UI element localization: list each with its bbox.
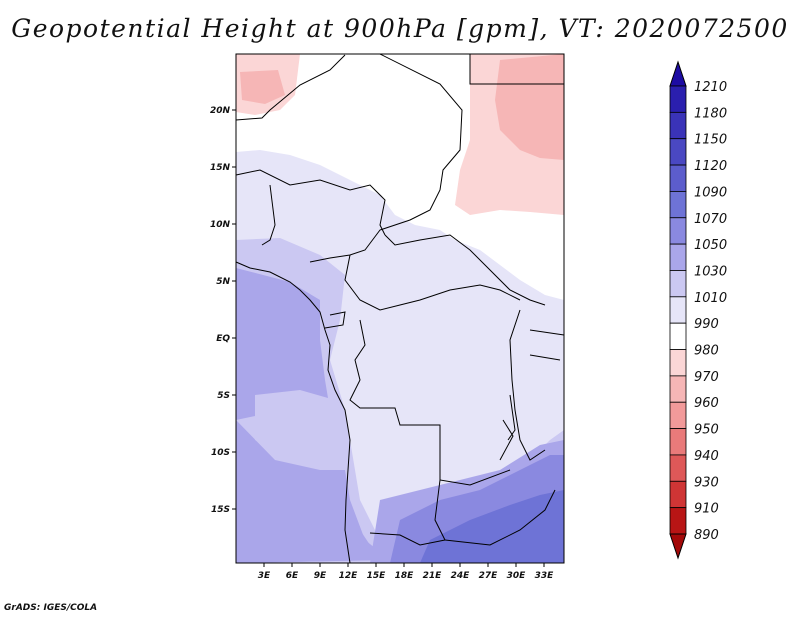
- lat-ticks: [232, 109, 236, 510]
- colorbar-label: 980: [694, 344, 719, 359]
- lon-label: 15E: [367, 571, 387, 581]
- lon-label: 21E: [423, 571, 443, 581]
- lat-label: 5N: [216, 277, 230, 287]
- lat-label: 10N: [210, 220, 231, 230]
- colorbar-label: 960: [694, 396, 719, 411]
- colorbar-segment: [669, 375, 687, 403]
- colorbar-label: 1210: [694, 80, 727, 95]
- lat-labels: 20N 15N 10N 5N EQ 5S 10S 15S: [210, 106, 231, 515]
- lat-label: 10S: [211, 448, 230, 458]
- colorbar-segment: [669, 270, 687, 298]
- lat-label: 5S: [217, 391, 230, 401]
- colorbar-label: 990: [694, 317, 719, 332]
- height-field: [236, 54, 564, 563]
- colorbar-label: 1120: [694, 159, 727, 174]
- colorbar-segment: [669, 85, 687, 113]
- colorbar-label: 1150: [694, 133, 727, 148]
- colorbar-label: 970: [694, 370, 719, 385]
- lon-label: 33E: [535, 571, 555, 581]
- colorbar-segment: [669, 191, 687, 219]
- colorbar-label: 950: [694, 423, 719, 438]
- colorbar-label: 1030: [694, 264, 727, 279]
- lat-label: EQ: [216, 334, 230, 344]
- colorbar-segment: [669, 164, 687, 192]
- lat-label: 15N: [210, 163, 231, 173]
- colorbar-label: 940: [694, 449, 719, 464]
- colorbar-segment: [669, 111, 687, 140]
- colorbar-segment: [669, 507, 687, 535]
- colorbar-segment: [669, 243, 687, 271]
- colorbar-top-arrow: [669, 60, 687, 87]
- lon-label: 18E: [395, 571, 415, 581]
- colorbar-segment: [669, 296, 687, 324]
- footer-credit: GrADS: IGES/COLA: [4, 603, 98, 613]
- country-borders: [235, 53, 565, 564]
- lat-label: 15S: [211, 505, 230, 515]
- colorbar-label: 1180: [694, 106, 727, 121]
- lon-label: 12E: [339, 571, 359, 581]
- lon-labels: 3E 6E 9E 12E 15E 18E 21E 24E 27E 30E 33E: [258, 571, 554, 581]
- colorbar-bottom-arrow: [669, 533, 687, 560]
- colorbar-segment: [669, 454, 687, 482]
- colorbar: 1210 1180 1150 1120 1090 1070 1050 1030 1010 990 9…: [669, 60, 727, 560]
- lon-label: 24E: [451, 571, 471, 581]
- chart-title: Geopotential Height at 900hPa [gpm], VT:…: [11, 14, 789, 43]
- colorbar-label: 1050: [694, 238, 727, 253]
- colorbar-label: 910: [694, 502, 719, 517]
- colorbar-label: 1090: [694, 185, 727, 200]
- lat-label: 20N: [210, 106, 231, 116]
- colorbar-segment: [669, 480, 687, 509]
- colorbar-segment: [669, 428, 687, 456]
- colorbar-label: 1070: [694, 212, 727, 227]
- lon-label: 27E: [479, 571, 499, 581]
- lon-label: 3E: [258, 571, 271, 581]
- lon-label: 6E: [286, 571, 299, 581]
- colorbar-segment: [669, 401, 687, 429]
- colorbar-label: 1010: [694, 291, 727, 306]
- lon-ticks: [263, 563, 545, 567]
- colorbar-label: 890: [694, 528, 719, 543]
- colorbar-label: 930: [694, 475, 719, 490]
- colorbar-segment: [669, 217, 687, 245]
- lon-label: 9E: [314, 571, 327, 581]
- map-frame: [235, 53, 565, 564]
- colorbar-segment: [669, 322, 687, 350]
- colorbar-segment: [669, 349, 687, 377]
- colorbar-segment: [669, 138, 687, 166]
- lon-label: 30E: [507, 571, 527, 581]
